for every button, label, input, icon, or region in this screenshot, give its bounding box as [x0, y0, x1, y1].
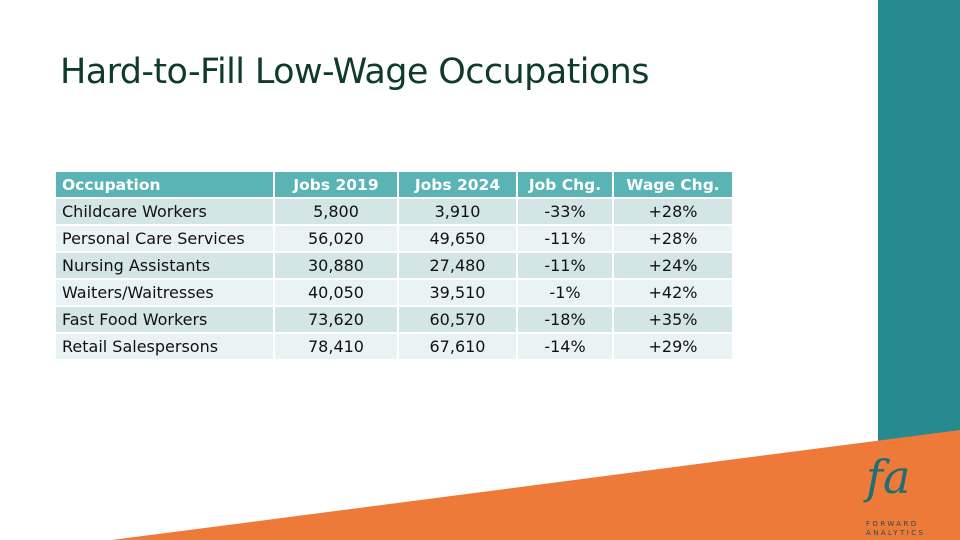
header-job-change: Job Chg. [516, 170, 614, 199]
forward-analytics-logo: fa FORWARD ANALYTICS [846, 452, 946, 540]
table-row: Nursing Assistants 30,880 27,480 -11% +2… [54, 251, 734, 280]
occupation-cell: Childcare Workers [54, 197, 275, 226]
jobs-2024-cell: 39,510 [397, 278, 518, 307]
occupation-cell: Nursing Assistants [54, 251, 275, 280]
table-row: Waiters/Waitresses 40,050 39,510 -1% +42… [54, 278, 734, 307]
slide-title: Hard-to-Fill Low-Wage Occupations [60, 52, 649, 92]
job-change-cell: -33% [516, 197, 614, 226]
jobs-2024-cell: 49,650 [397, 224, 518, 253]
wage-change-cell: +28% [612, 224, 734, 253]
logo-wordmark-line2: ANALYTICS [866, 529, 926, 537]
jobs-2024-cell: 3,910 [397, 197, 518, 226]
occupations-table: Occupation Jobs 2019 Jobs 2024 Job Chg. … [54, 170, 734, 361]
logo-mark: fa [866, 450, 911, 504]
jobs-2019-cell: 73,620 [273, 305, 399, 334]
occupation-cell: Retail Salespersons [54, 332, 275, 361]
job-change-cell: -1% [516, 278, 614, 307]
logo-wordmark-line1: FORWARD [866, 520, 919, 528]
jobs-2019-cell: 78,410 [273, 332, 399, 361]
jobs-2024-cell: 27,480 [397, 251, 518, 280]
occupation-cell: Fast Food Workers [54, 305, 275, 334]
table-row: Fast Food Workers 73,620 60,570 -18% +35… [54, 305, 734, 334]
table-row: Personal Care Services 56,020 49,650 -11… [54, 224, 734, 253]
occupation-cell: Personal Care Services [54, 224, 275, 253]
header-wage-change: Wage Chg. [612, 170, 734, 199]
jobs-2019-cell: 5,800 [273, 197, 399, 226]
wage-change-cell: +35% [612, 305, 734, 334]
table-row: Retail Salespersons 78,410 67,610 -14% +… [54, 332, 734, 361]
header-jobs-2024: Jobs 2024 [397, 170, 518, 199]
wage-change-cell: +42% [612, 278, 734, 307]
table-row: Childcare Workers 5,800 3,910 -33% +28% [54, 197, 734, 226]
wage-change-cell: +28% [612, 197, 734, 226]
job-change-cell: -14% [516, 332, 614, 361]
job-change-cell: -11% [516, 224, 614, 253]
jobs-2019-cell: 40,050 [273, 278, 399, 307]
wage-change-cell: +24% [612, 251, 734, 280]
job-change-cell: -18% [516, 305, 614, 334]
jobs-2024-cell: 60,570 [397, 305, 518, 334]
jobs-2019-cell: 56,020 [273, 224, 399, 253]
jobs-2019-cell: 30,880 [273, 251, 399, 280]
occupation-cell: Waiters/Waitresses [54, 278, 275, 307]
header-jobs-2019: Jobs 2019 [273, 170, 399, 199]
table-header-row: Occupation Jobs 2019 Jobs 2024 Job Chg. … [54, 170, 734, 199]
header-occupation: Occupation [54, 170, 275, 199]
wage-change-cell: +29% [612, 332, 734, 361]
job-change-cell: -11% [516, 251, 614, 280]
jobs-2024-cell: 67,610 [397, 332, 518, 361]
